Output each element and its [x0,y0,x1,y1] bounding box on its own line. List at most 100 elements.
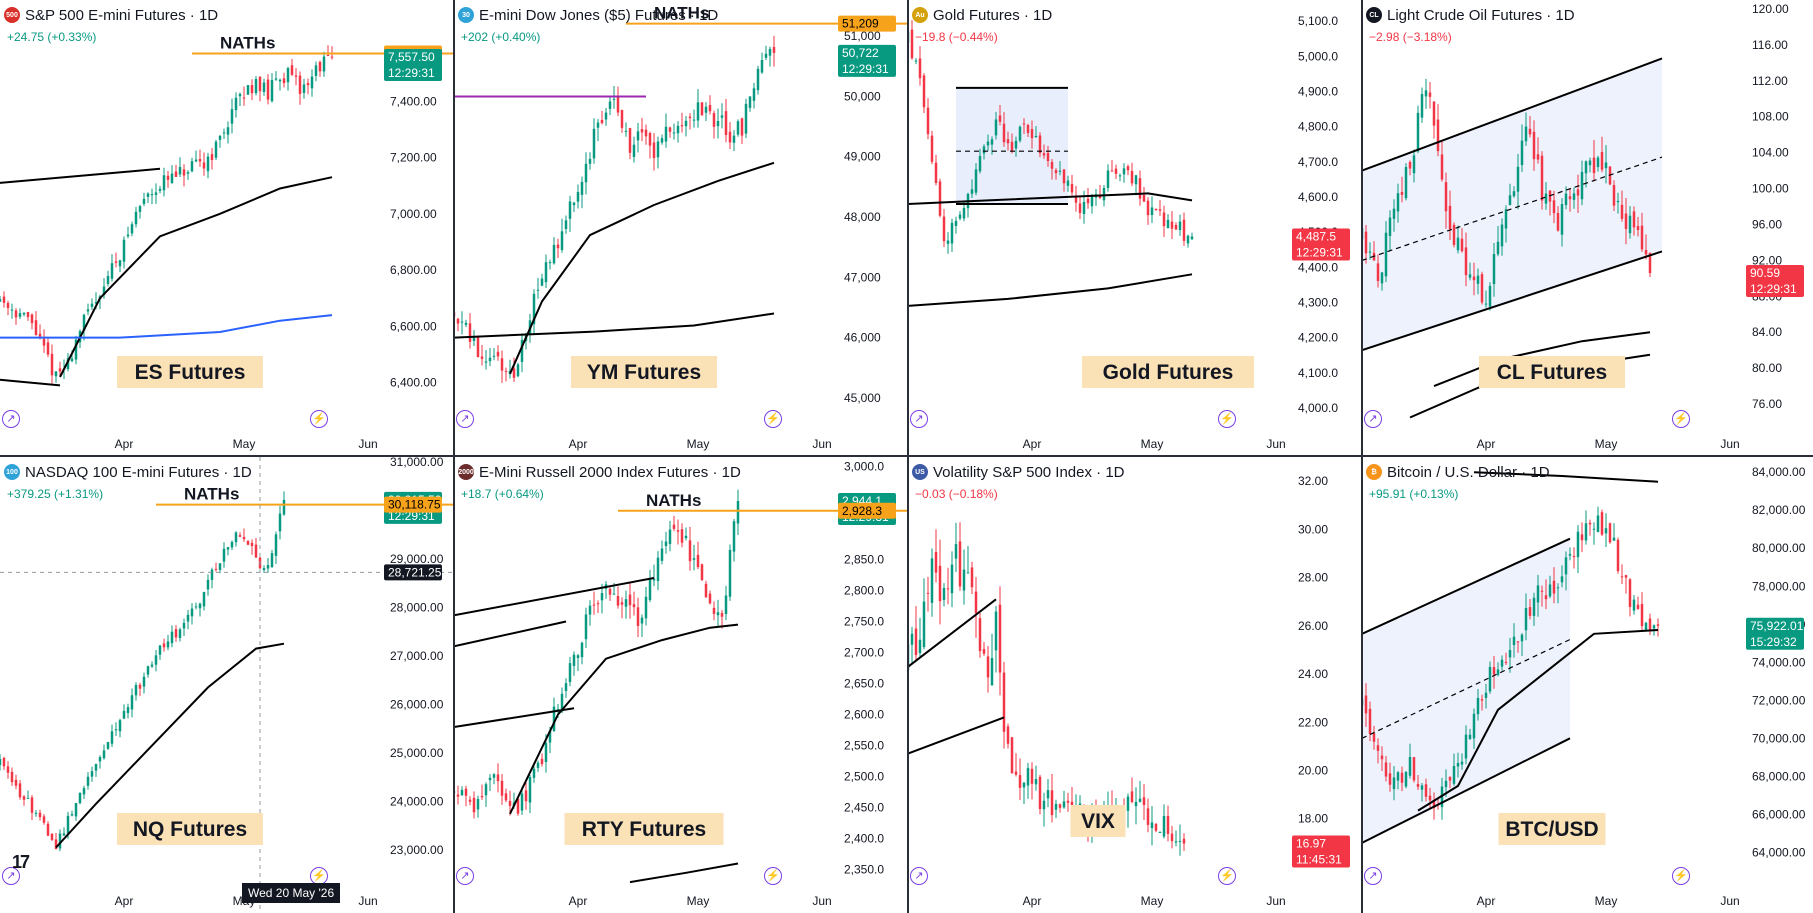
chart-label[interactable]: Gold Futures [1082,356,1254,388]
symbol-title[interactable]: Volatility S&P 500 Index · 1D [933,463,1125,481]
moving-average-line[interactable] [1473,471,1659,483]
chart-panel-2[interactable]: 51,000 50,000 49,000 48,000 47,000 46,000 45,0… [454,0,907,456]
go-to-realtime-icon[interactable]: ↗ [1364,867,1382,885]
candle [206,152,210,179]
moving-average-line[interactable] [509,161,775,375]
go-to-realtime-icon[interactable]: ↗ [456,867,474,885]
chart-header[interactable]: ₿ Bitcoin / U.S. Dollar · 1D [1366,462,1550,482]
chart-header[interactable]: 100 NASDAQ 100 E-mini Futures · 1D [4,462,252,482]
chart-header[interactable]: 500 S&P 500 E-mini Futures · 1D [4,5,218,25]
moving-average-line[interactable] [59,176,333,378]
chart-header[interactable]: Au Gold Futures · 1D [912,5,1052,25]
price-chart[interactable]: 120.00 116.00 112.00 108.00 104.00 100.00 96.0… [1362,0,1813,456]
symbol-logo-icon: 30 [458,7,474,23]
price-chart[interactable]: 7,400.00 7,200.00 7,000.00 6,800.00 6,600.00… [0,0,453,456]
naths-annotation[interactable]: NATHs [220,34,275,53]
naths-annotation[interactable]: NATHs [654,4,709,23]
candle [1006,131,1010,151]
chart-panel-1[interactable]: 7,400.00 7,200.00 7,000.00 6,800.00 6,600.00… [0,0,453,456]
trend-line[interactable] [0,378,61,387]
symbol-title[interactable]: Gold Futures · 1D [933,6,1053,24]
chart-panel-7[interactable]: 32.00 30.00 28.00 26.00 24.00 22.00 20.00 18.00… [908,457,1361,913]
trend-line[interactable] [454,707,575,728]
trend-line[interactable] [454,620,567,648]
go-to-realtime-icon[interactable]: ↗ [456,410,474,428]
moving-average-line[interactable] [1433,331,1651,388]
midline[interactable] [1362,156,1663,261]
candle [1468,262,1472,281]
chart-label[interactable]: BTC/USD [1498,813,1606,845]
chart-header[interactable]: US Volatility S&P 500 Index · 1D [912,462,1125,482]
chart-label[interactable]: ES Futures [117,356,263,388]
price-chart[interactable]: 3,000.0 2,850.0 2,800.0 2,750.0 2,700.0 2,650… [454,457,907,913]
moving-average-line[interactable] [0,314,333,339]
candle [668,520,672,552]
moving-average-line[interactable] [908,273,1193,307]
naths-annotation[interactable]: NATHs [184,485,239,504]
chart-label[interactable]: NQ Futures [117,813,263,845]
trend-line[interactable] [908,598,997,668]
candle [732,519,736,562]
symbol-title[interactable]: NASDAQ 100 E-mini Futures · 1D [25,463,252,481]
trend-line[interactable] [0,167,161,184]
symbol-title[interactable]: E-Mini Russell 2000 Index Futures · 1D [479,463,741,481]
midline[interactable] [1362,638,1571,739]
events-icon[interactable]: ⚡ [764,867,782,885]
chart-label[interactable]: VIX [1070,805,1126,837]
moving-average-line[interactable] [55,642,285,849]
trend-line[interactable] [1362,250,1663,352]
go-to-realtime-icon[interactable]: ↗ [2,410,20,428]
chart-panel-3[interactable]: 5,100.0 5,000.0 4,900.0 4,800.0 4,700.0 4,600… [908,0,1361,456]
moving-average-line[interactable] [908,192,1193,205]
trend-line[interactable] [1362,57,1663,172]
moving-average-line[interactable] [454,312,775,339]
tradingview-logo-icon[interactable]: 17 [12,852,30,872]
events-icon[interactable]: ⚡ [1672,867,1690,885]
chart-label[interactable]: CL Futures [1479,356,1625,388]
chart-panel-5[interactable]: 31,000.00 29,000.00 28,000.00 27,000.00 26,0… [0,457,453,913]
moving-average-line[interactable] [509,623,739,815]
events-icon[interactable]: ⚡ [764,410,782,428]
go-to-realtime-icon[interactable]: ↗ [1364,410,1382,428]
events-icon[interactable]: ⚡ [1672,410,1690,428]
candle [990,633,994,686]
price-chart[interactable]: 51,000 50,000 49,000 48,000 47,000 46,000 45,0… [454,0,907,456]
price-chart[interactable]: 32.00 30.00 28.00 26.00 24.00 22.00 20.00 18.00… [908,457,1361,913]
trend-line[interactable] [1362,737,1571,844]
trend-line[interactable] [1362,537,1571,635]
symbol-title[interactable]: E-mini Dow Jones ($5) Futures · 1D [479,6,719,24]
y-tick-label: 26.00 [1298,619,1328,633]
chart-header[interactable]: 2000 E-Mini Russell 2000 Index Futures · … [458,462,741,482]
moving-average-line[interactable] [629,862,739,884]
symbol-title[interactable]: S&P 500 E-mini Futures · 1D [25,6,219,24]
events-icon[interactable]: ⚡ [310,410,328,428]
price-axis-label: 50,722 12:29:31 [838,44,896,77]
panel-divider[interactable] [0,455,1813,457]
naths-annotation[interactable]: NATHs [646,491,701,510]
chart-panel-6[interactable]: 3,000.0 2,850.0 2,800.0 2,750.0 2,700.0 2,650… [454,457,907,913]
symbol-title[interactable]: Light Crude Oil Futures · 1D [1387,6,1575,24]
symbol-title[interactable]: Bitcoin / U.S. Dollar · 1D [1387,463,1550,481]
trend-line[interactable] [908,716,1005,755]
chart-header[interactable]: 30 E-mini Dow Jones ($5) Futures · 1D [458,5,718,25]
go-to-realtime-icon[interactable]: ↗ [910,867,928,885]
channel-fill[interactable] [1362,58,1662,351]
moving-average-line[interactable] [1417,629,1659,812]
y-tick-label: 32.00 [1298,474,1328,488]
chart-header[interactable]: CL Light Crude Oil Futures · 1D [1366,5,1575,25]
price-chart[interactable]: 5,100.0 5,000.0 4,900.0 4,800.0 4,700.0 4,600… [908,0,1361,456]
x-tick-label: Apr [1477,894,1496,908]
chart-panel-4[interactable]: 120.00 116.00 112.00 108.00 104.00 100.00 96.0… [1362,0,1813,456]
price-chart[interactable]: 31,000.00 29,000.00 28,000.00 27,000.00 26,0… [0,457,453,913]
trend-line[interactable] [454,577,655,617]
chart-label[interactable]: RTY Futures [564,813,724,845]
go-to-realtime-icon[interactable]: ↗ [2,867,20,885]
candle [954,216,958,234]
price-chart[interactable]: 84,000.0082,000.0080,000.0078,000.0076,0… [1362,457,1813,913]
events-icon[interactable]: ⚡ [1218,410,1236,428]
events-icon[interactable]: ⚡ [1218,867,1236,885]
channel-fill[interactable] [1362,538,1570,843]
chart-label[interactable]: YM Futures [571,356,717,388]
chart-panel-8[interactable]: 84,000.0082,000.0080,000.0078,000.0076,0… [1362,457,1813,913]
go-to-realtime-icon[interactable]: ↗ [910,410,928,428]
